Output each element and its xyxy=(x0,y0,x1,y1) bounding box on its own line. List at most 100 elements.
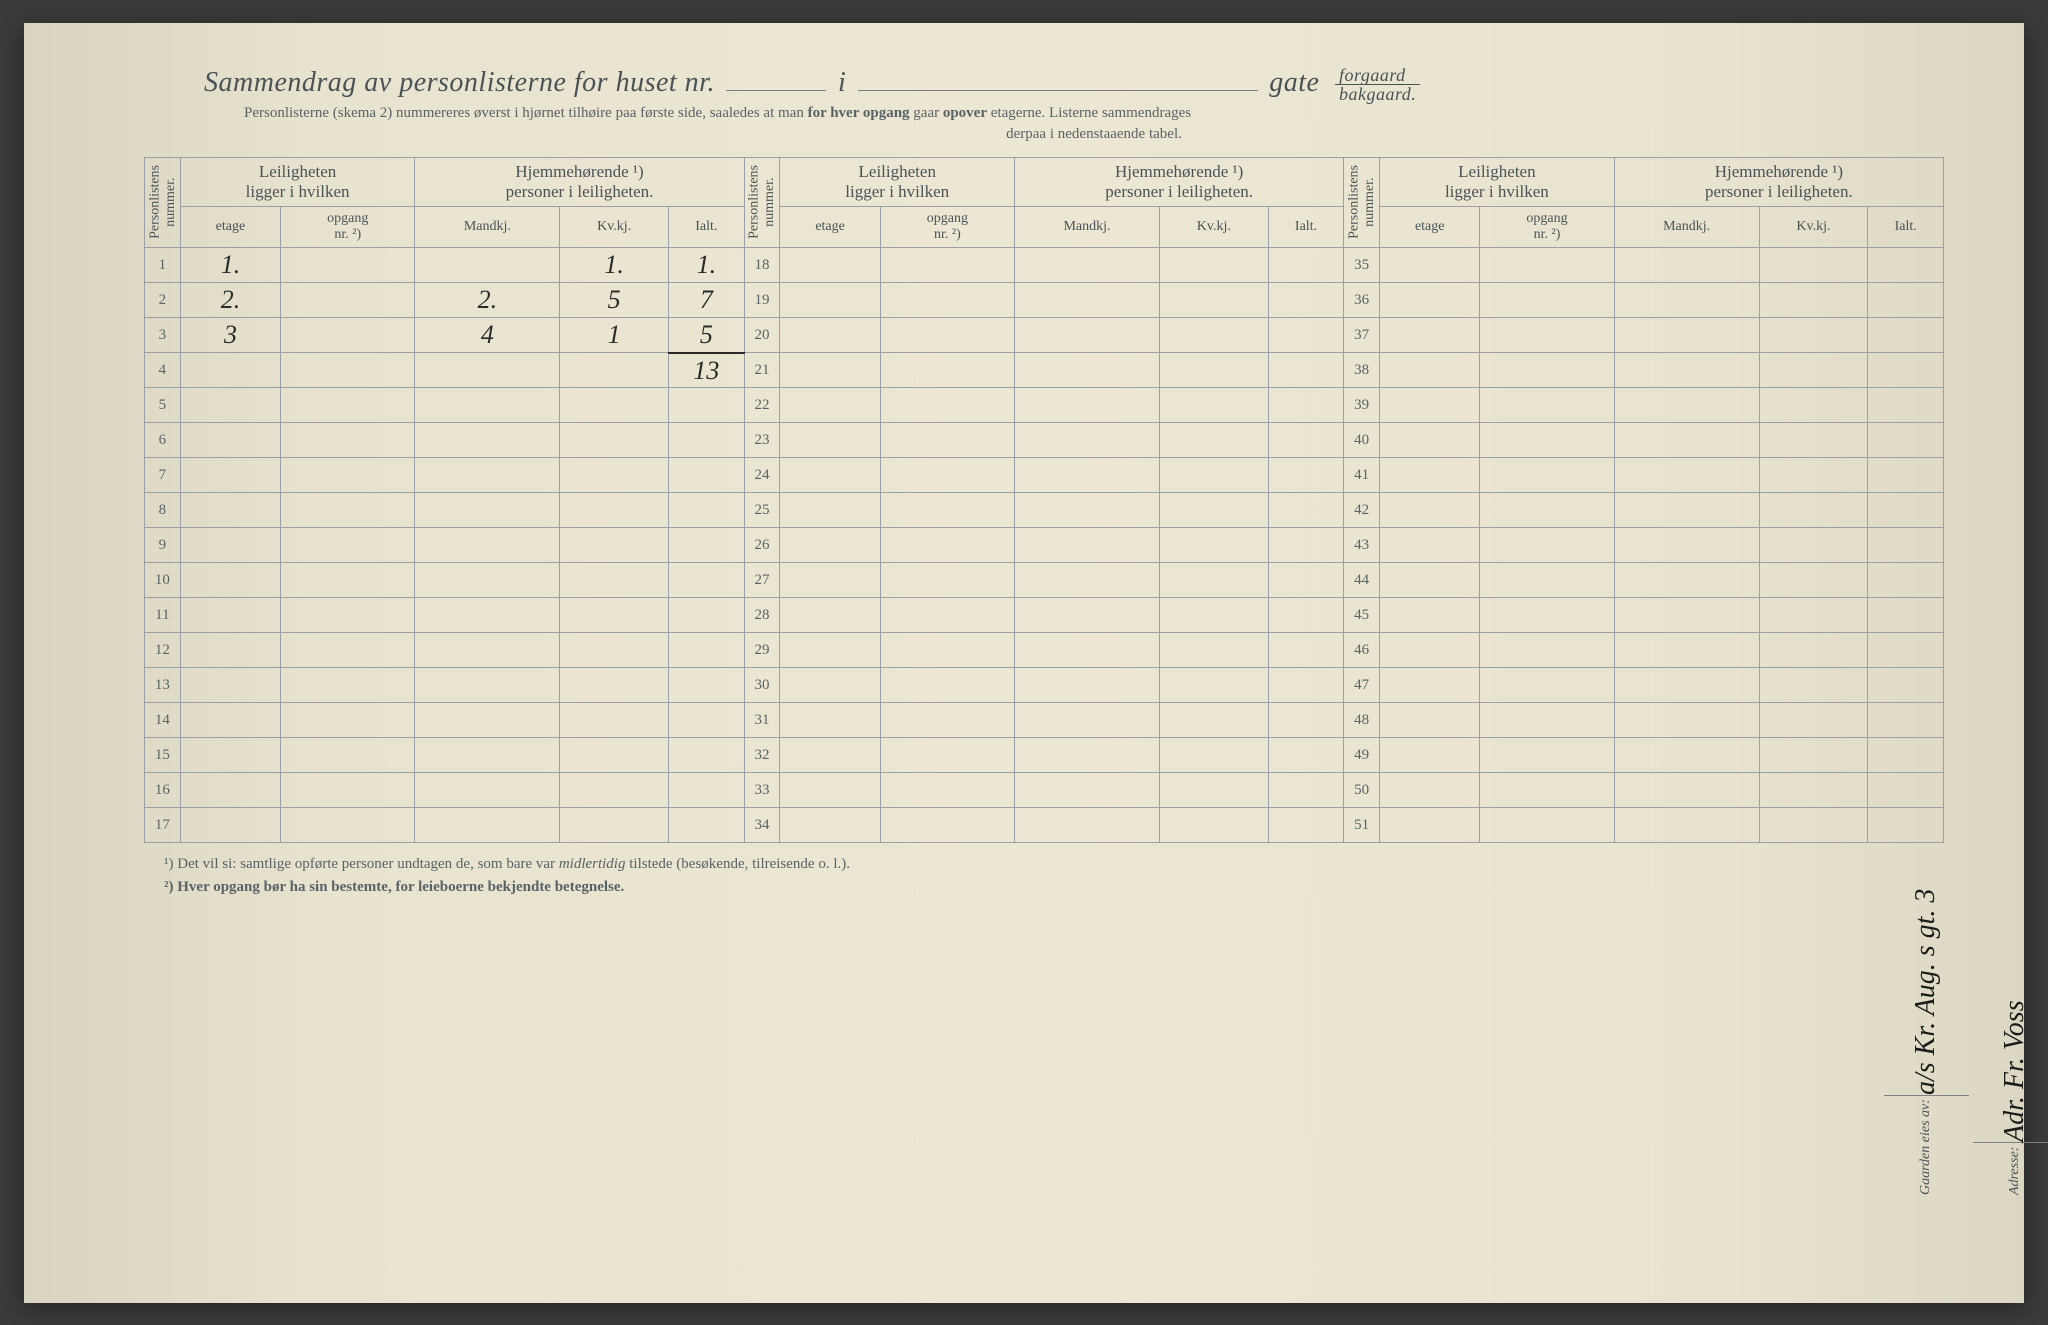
cell-kvkj xyxy=(1759,773,1868,808)
gaarden-hw: a/s Kr. Aug. s gt. 3 xyxy=(1884,888,1969,1095)
col-leiligheten-a: Leilighetenligger i hvilken xyxy=(180,157,415,207)
blank-housenr xyxy=(726,63,826,91)
cell-ialt xyxy=(1268,458,1344,493)
cell-opgang xyxy=(281,353,415,388)
sub1c: gaar xyxy=(913,105,939,121)
row-number: 43 xyxy=(1344,528,1380,563)
cell-mandkj xyxy=(415,493,560,528)
cell-etage xyxy=(1380,493,1480,528)
bakgaard: bakgaard. xyxy=(1335,85,1420,103)
cell-etage xyxy=(780,283,880,318)
cell-opgang xyxy=(281,493,415,528)
cell-opgang xyxy=(1480,423,1614,458)
cell-mandkj: 2. xyxy=(415,283,560,318)
cell-mandkj xyxy=(1015,493,1160,528)
cell-opgang xyxy=(880,598,1014,633)
cell-kvkj: 1. xyxy=(560,248,669,283)
f1-post: tilstede (besøkende, tilreisende o. l.). xyxy=(629,856,850,872)
cell-mandkj xyxy=(1614,738,1759,773)
cell-kvkj xyxy=(560,703,669,738)
row-number: 11 xyxy=(145,598,181,633)
row-number: 18 xyxy=(744,248,780,283)
row-number: 9 xyxy=(145,528,181,563)
cell-kvkj xyxy=(1159,528,1268,563)
cell-opgang xyxy=(1480,388,1614,423)
cell-opgang xyxy=(281,283,415,318)
cell-kvkj xyxy=(1159,493,1268,528)
cell-etage xyxy=(780,808,880,843)
cell-opgang xyxy=(880,563,1014,598)
sub-kvkj-c: Kv.kj. xyxy=(1759,207,1868,248)
cell-kvkj xyxy=(560,773,669,808)
cell-etage: 2. xyxy=(180,283,280,318)
row-number: 37 xyxy=(1344,318,1380,353)
sub1b: for hver opgang xyxy=(808,105,910,121)
cell-opgang xyxy=(1480,493,1614,528)
cell-etage: 3 xyxy=(180,318,280,353)
cell-mandkj xyxy=(415,668,560,703)
row-number: 39 xyxy=(1344,388,1380,423)
cell-kvkj xyxy=(560,388,669,423)
cell-ialt xyxy=(669,493,745,528)
cell-etage xyxy=(780,353,880,388)
adresse-label: Adresse: xyxy=(2007,1146,2022,1194)
cell-kvkj xyxy=(1159,318,1268,353)
cell-mandkj xyxy=(1015,528,1160,563)
col-leiligheten-c: Leilighetenligger i hvilken xyxy=(1380,157,1615,207)
footnote-2: ²) Hver opgang bør ha sin bestemte, for … xyxy=(164,876,1944,899)
cell-etage xyxy=(780,738,880,773)
cell-etage xyxy=(180,353,280,388)
cell-kvkj xyxy=(560,528,669,563)
cell-kvkj: 5 xyxy=(560,283,669,318)
cell-etage xyxy=(180,633,280,668)
title-suffix: gate xyxy=(1269,67,1319,98)
cell-mandkj xyxy=(415,423,560,458)
cell-mandkj xyxy=(1614,423,1759,458)
cell-kvkj xyxy=(560,563,669,598)
cell-kvkj xyxy=(1759,493,1868,528)
table-head: Personlistensnummer. Leilighetenligger i… xyxy=(145,157,1944,248)
cell-kvkj xyxy=(1759,388,1868,423)
cell-ialt xyxy=(1268,388,1344,423)
cell-mandkj xyxy=(1015,248,1160,283)
row-number: 32 xyxy=(744,738,780,773)
cell-ialt xyxy=(1268,668,1344,703)
cell-kvkj xyxy=(1759,703,1868,738)
cell-etage xyxy=(780,318,880,353)
footnote-1: ¹) Det vil si: samtlige opførte personer… xyxy=(164,853,1944,876)
cell-ialt xyxy=(1268,248,1344,283)
cell-ialt xyxy=(669,598,745,633)
cell-mandkj xyxy=(1015,633,1160,668)
cell-mandkj xyxy=(1015,318,1160,353)
cell-opgang xyxy=(281,738,415,773)
cell-ialt xyxy=(1268,318,1344,353)
cell-etage xyxy=(1380,528,1480,563)
col-personlistens-c: Personlistensnummer. xyxy=(1344,157,1380,248)
cell-opgang xyxy=(880,493,1014,528)
table-row: 82542 xyxy=(145,493,1944,528)
cell-opgang xyxy=(281,423,415,458)
cell-kvkj xyxy=(560,633,669,668)
sub-mandkj-c: Mandkj. xyxy=(1614,207,1759,248)
cell-ialt xyxy=(1268,703,1344,738)
row-number: 33 xyxy=(744,773,780,808)
cell-etage xyxy=(1380,283,1480,318)
cell-mandkj xyxy=(415,388,560,423)
cell-kvkj xyxy=(1759,668,1868,703)
cell-kvkj xyxy=(1159,703,1268,738)
cell-mandkj xyxy=(415,633,560,668)
cell-ialt xyxy=(1268,808,1344,843)
cell-mandkj xyxy=(415,598,560,633)
cell-ialt: 7 xyxy=(669,283,745,318)
cell-mandkj xyxy=(1614,773,1759,808)
cell-mandkj xyxy=(1614,493,1759,528)
cell-opgang xyxy=(880,388,1014,423)
cell-etage xyxy=(180,563,280,598)
cell-mandkj xyxy=(415,353,560,388)
header: Sammendrag av personlisterne for huset n… xyxy=(144,63,1944,145)
cell-mandkj xyxy=(1614,703,1759,738)
cell-mandkj xyxy=(1614,388,1759,423)
gaard-fraction: forgaard bakgaard. xyxy=(1335,66,1420,103)
cell-etage xyxy=(780,493,880,528)
cell-kvkj xyxy=(1759,423,1868,458)
